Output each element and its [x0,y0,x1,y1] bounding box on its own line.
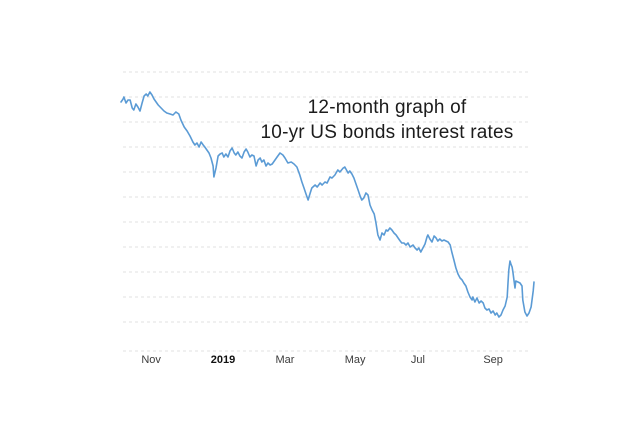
chart-title-line-1: 12-month graph of [307,97,467,118]
gridlines [123,71,530,352]
rate-line-path [120,91,535,318]
chart-title-line-2: 10-yr US bonds interest rates [260,122,514,143]
rate-line [120,91,535,318]
chart-title: 12-month graph of 10-yr US bonds interes… [230,95,544,145]
